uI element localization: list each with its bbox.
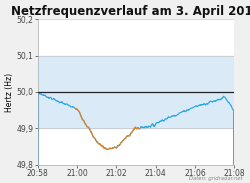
Y-axis label: Hertz (Hz): Hertz (Hz) — [5, 72, 14, 112]
Bar — [38, 55, 234, 128]
Title: Netzfrequenzverlauf am 3. April 2019: Netzfrequenzverlauf am 3. April 2019 — [11, 5, 250, 18]
Text: Daten: gridradar.net: Daten: gridradar.net — [189, 176, 242, 181]
